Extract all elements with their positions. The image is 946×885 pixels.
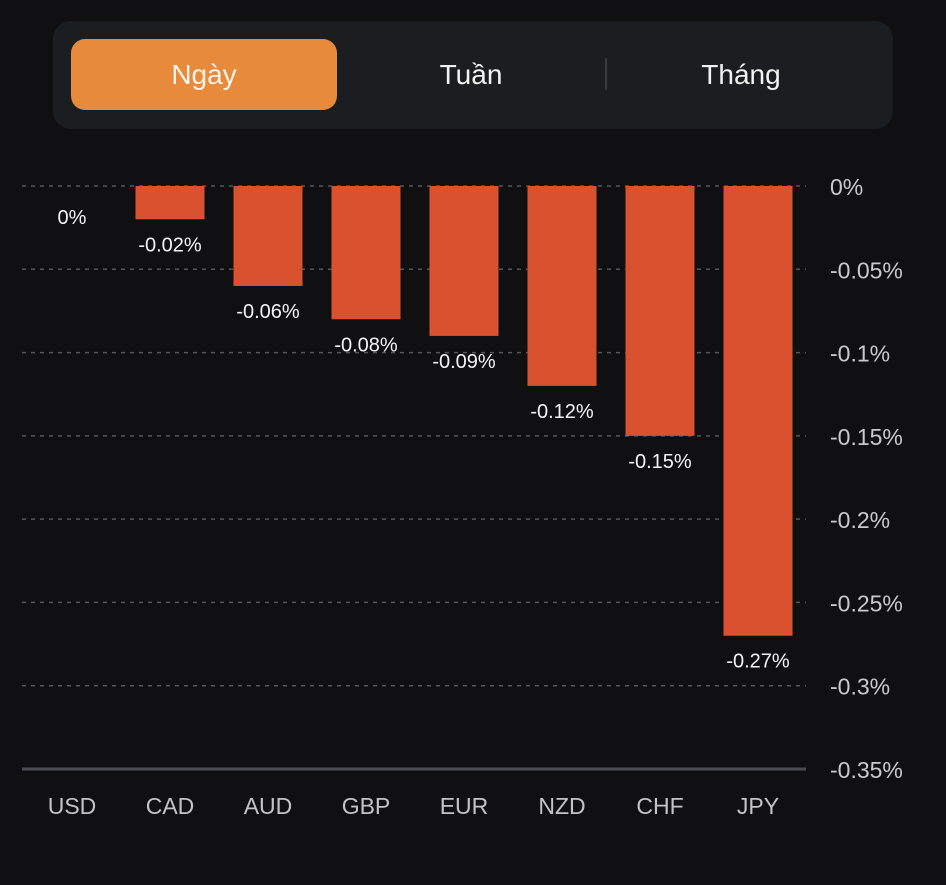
x-tick-label-jpy: JPY — [737, 793, 779, 819]
data-label-chf: -0.15% — [628, 451, 692, 473]
y-tick-label: -0.05% — [830, 257, 903, 283]
y-tick-label: -0.2% — [830, 507, 890, 533]
bar-aud[interactable] — [233, 186, 303, 286]
data-label-nzd: -0.12% — [530, 401, 594, 423]
bar-nzd[interactable] — [527, 186, 597, 386]
data-label-jpy: -0.27% — [726, 651, 790, 673]
x-tick-label-nzd: NZD — [538, 793, 585, 819]
data-label-aud: -0.06% — [236, 301, 300, 323]
data-label-usd: 0% — [58, 207, 87, 229]
x-tick-label-cad: CAD — [146, 793, 195, 819]
period-selector: Ngày Tuần Tháng — [53, 21, 893, 129]
y-axis-ticks: 0% -0.05% -0.1% -0.15% -0.2% -0.25% -0.3% -0.35… — [830, 174, 903, 783]
bar-gbp[interactable] — [331, 186, 401, 320]
x-tick-label-usd: USD — [48, 793, 97, 819]
y-tick-label: -0.25% — [830, 590, 903, 616]
bars — [135, 186, 793, 636]
bar-cad[interactable] — [135, 186, 205, 220]
x-tick-label-aud: AUD — [244, 793, 293, 819]
x-tick-label-gbp: GBP — [342, 793, 391, 819]
data-label-cad: -0.02% — [138, 234, 202, 256]
y-tick-label: -0.35% — [830, 757, 903, 783]
tab-divider — [605, 58, 607, 90]
bar-jpy[interactable] — [723, 186, 793, 636]
bar-chf[interactable] — [625, 186, 695, 436]
data-label-eur: -0.09% — [432, 351, 496, 373]
y-tick-label: -0.15% — [830, 424, 903, 450]
bar-eur[interactable] — [429, 186, 499, 336]
x-tick-label-chf: CHF — [636, 793, 683, 819]
x-axis-ticks: USD CAD AUD GBP EUR NZD CHF JPY — [48, 793, 779, 819]
tab-day[interactable]: Ngày — [71, 39, 337, 110]
x-tick-label-eur: EUR — [440, 793, 489, 819]
y-tick-label: -0.3% — [830, 674, 890, 700]
tab-week[interactable]: Tuần — [439, 58, 503, 90]
grid-lines — [22, 185, 806, 771]
data-label-gbp: -0.08% — [334, 334, 398, 356]
data-labels: 0% -0.02% -0.06% -0.08% -0.09% -0.12% -0.15% -0… — [58, 207, 790, 673]
y-tick-label: -0.1% — [830, 341, 890, 367]
y-tick-label: 0% — [830, 174, 863, 200]
tab-month[interactable]: Tháng — [701, 58, 781, 90]
